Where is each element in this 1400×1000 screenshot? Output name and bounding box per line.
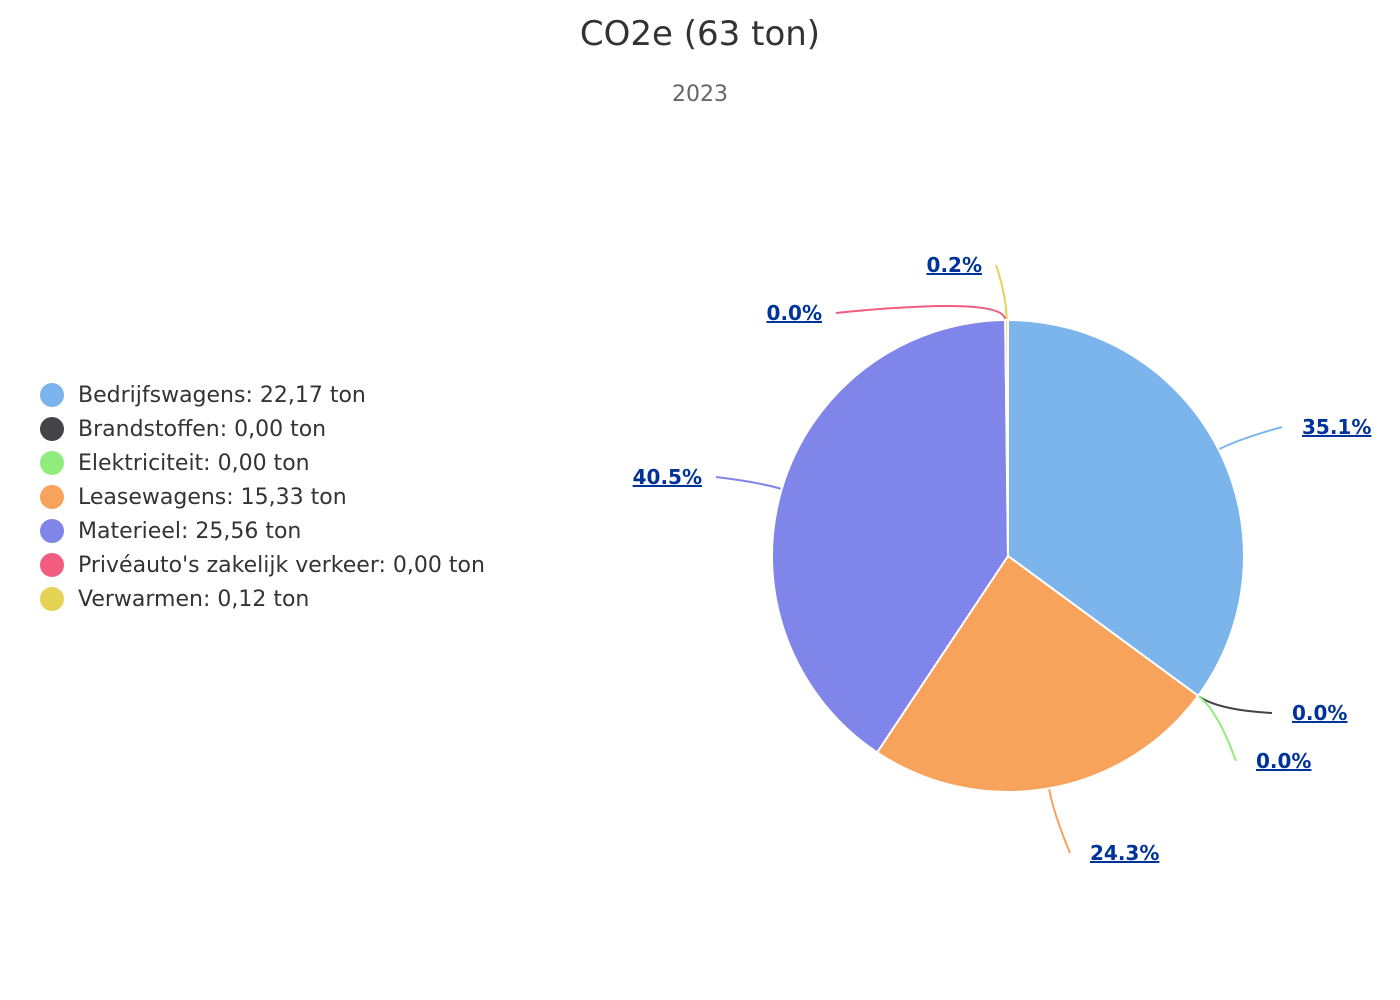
legend-item-priveautos[interactable]: Privéauto's zakelijk verkeer: 0,00 ton: [40, 548, 485, 582]
legend: Bedrijfswagens: 22,17 ton Brandstoffen: …: [40, 378, 485, 616]
legend-swatch-icon: [40, 451, 64, 475]
legend-swatch-icon: [40, 417, 64, 441]
connector-line-materieel: [715, 476, 782, 490]
legend-item-verwarmen[interactable]: Verwarmen: 0,12 ton: [40, 582, 485, 616]
connector-line-verwarmen: [995, 264, 1008, 321]
legend-item-bedrijfswagens[interactable]: Bedrijfswagens: 22,17 ton: [40, 378, 485, 412]
legend-swatch-icon: [40, 485, 64, 509]
legend-item-leasewagens[interactable]: Leasewagens: 15,33 ton: [40, 480, 485, 514]
data-label-bedrijfswagens: 35.1%: [1302, 415, 1371, 439]
legend-swatch-icon: [40, 519, 64, 543]
pie-slice-leasewagens[interactable]: [875, 554, 1200, 793]
legend-swatch-icon: [40, 383, 64, 407]
legend-label: Leasewagens: 15,33 ton: [78, 484, 347, 510]
legend-label: Privéauto's zakelijk verkeer: 0,00 ton: [78, 552, 485, 578]
connector-line-leasewagens: [1047, 788, 1071, 854]
data-label-materieel: 40.5%: [633, 465, 702, 489]
legend-item-materieel[interactable]: Materieel: 25,56 ton: [40, 514, 485, 548]
legend-label: Brandstoffen: 0,00 ton: [78, 416, 327, 442]
data-label-leasewagens: 24.3%: [1090, 841, 1159, 865]
connector-line-elektriciteit: [1197, 694, 1237, 762]
data-label-elektriciteit: 0.0%: [1256, 749, 1311, 773]
data-label-brandstoffen: 0.0%: [1292, 701, 1347, 725]
connector-line-bedrijfswagens: [1218, 426, 1283, 451]
chart-subtitle: 2023: [672, 82, 728, 107]
legend-label: Elektriciteit: 0,00 ton: [78, 450, 310, 476]
legend-item-brandstoffen[interactable]: Brandstoffen: 0,00 ton: [40, 412, 485, 446]
pie-slice-materieel[interactable]: [771, 319, 1010, 754]
connector-line-priveauto-s-zakelijk-verkeer: [835, 304, 1007, 321]
connector-line-brandstoffen: [1197, 694, 1273, 714]
legend-label: Verwarmen: 0,12 ton: [78, 586, 310, 612]
pie-slice-verwarmen[interactable]: [1004, 318, 1009, 557]
data-label-verwarmen: 0.2%: [927, 253, 982, 277]
legend-swatch-icon: [40, 587, 64, 611]
chart-title: CO2e (63 ton): [579, 14, 821, 54]
legend-swatch-icon: [40, 553, 64, 577]
pie-slice-bedrijfswagens[interactable]: [1007, 318, 1245, 698]
data-label-priveauto-s-zakelijk-verkeer: 0.0%: [767, 301, 822, 325]
legend-label: Materieel: 25,56 ton: [78, 518, 302, 544]
legend-label: Bedrijfswagens: 22,17 ton: [78, 382, 366, 408]
legend-item-elektriciteit[interactable]: Elektriciteit: 0,00 ton: [40, 446, 485, 480]
